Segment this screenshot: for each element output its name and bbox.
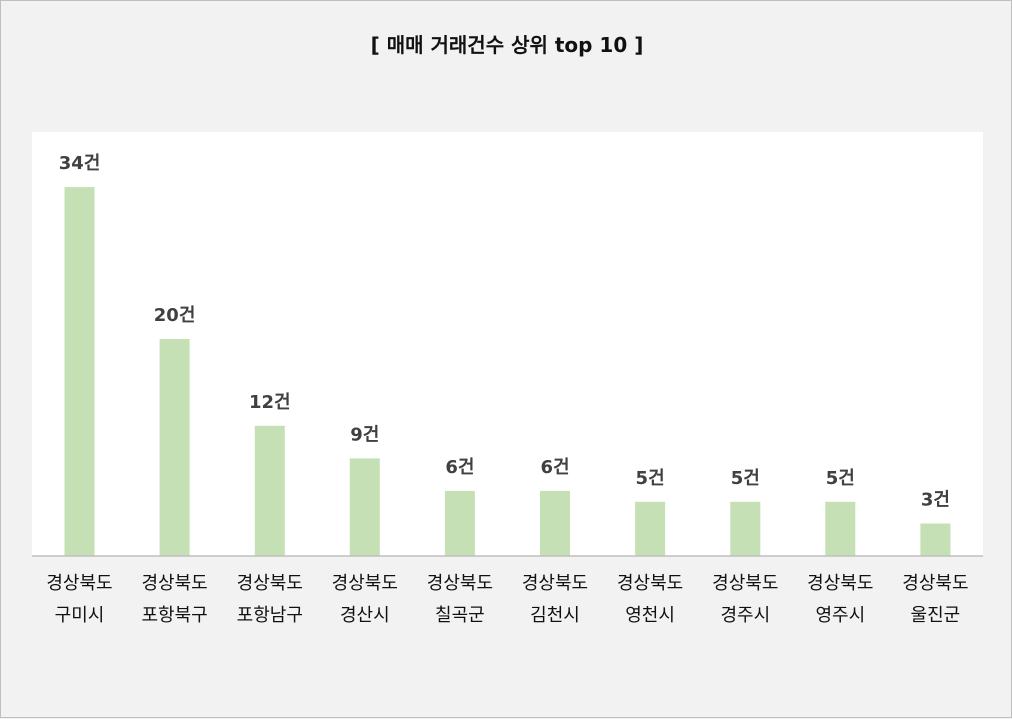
bar <box>540 490 570 556</box>
bar <box>635 501 666 557</box>
category-tick-label: 영천시 <box>625 605 675 626</box>
data-label: 5건 <box>731 468 760 489</box>
category-tick-label: 경상북도 <box>46 573 112 594</box>
category-tick-label: 칠곡군 <box>435 605 485 626</box>
category-tick-label: 김천시 <box>530 605 580 626</box>
bar <box>349 458 380 556</box>
category-tick-label: 구미시 <box>55 605 105 626</box>
data-label: 6건 <box>540 457 569 478</box>
bar <box>254 425 285 556</box>
bar <box>730 501 761 557</box>
category-tick-label: 경주시 <box>720 605 770 626</box>
plot-area <box>32 132 983 556</box>
bar <box>159 339 190 556</box>
data-label: 5건 <box>826 468 855 489</box>
category-tick-label: 포항북구 <box>141 605 207 626</box>
data-label: 6건 <box>445 457 474 478</box>
bar <box>64 187 95 556</box>
category-tick-label: 울진군 <box>911 605 961 626</box>
chart-title: [ 매매 거래건수 상위 top 10 ] <box>370 33 644 57</box>
category-tick-label: 경상북도 <box>522 573 588 594</box>
category-tick-label: 경산시 <box>340 605 390 626</box>
data-label: 20건 <box>154 305 196 326</box>
category-tick-label: 영주시 <box>815 605 865 626</box>
data-label: 12건 <box>249 392 291 413</box>
category-tick-label: 경상북도 <box>237 573 303 594</box>
bar <box>920 523 951 556</box>
bar <box>444 490 475 556</box>
category-tick-label: 포항남구 <box>237 605 303 626</box>
category-tick-label: 경상북도 <box>427 573 493 594</box>
category-tick-label: 경상북도 <box>332 573 398 594</box>
data-label: 3건 <box>921 490 950 511</box>
category-tick-label: 경상북도 <box>617 573 683 594</box>
category-tick-label: 경상북도 <box>807 573 873 594</box>
category-tick-label: 경상북도 <box>712 573 778 594</box>
data-label: 5건 <box>636 468 665 489</box>
bar <box>825 501 856 557</box>
data-label: 9건 <box>350 424 379 445</box>
data-label: 34건 <box>59 153 101 174</box>
category-tick-label: 경상북도 <box>902 573 968 594</box>
category-tick-label: 경상북도 <box>141 573 207 594</box>
